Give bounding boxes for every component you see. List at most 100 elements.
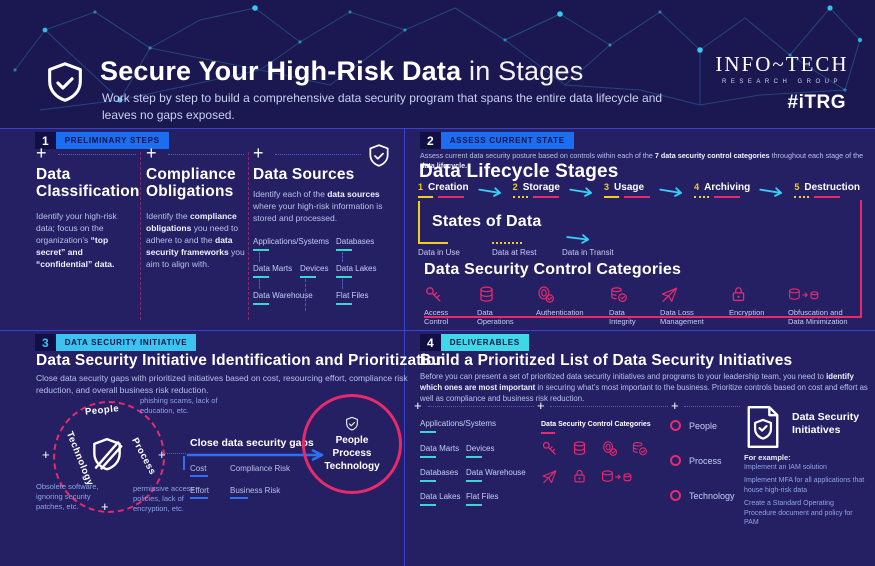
stage-number: 3 bbox=[604, 182, 610, 192]
lock-icon bbox=[729, 285, 748, 304]
pink-connector-vertical bbox=[860, 200, 862, 318]
assess-intro: Assess current data security posture bas… bbox=[420, 151, 864, 171]
people-process-technology-wheel bbox=[53, 401, 165, 513]
brand-subtitle: RESEARCH GROUP bbox=[721, 79, 842, 85]
database-icon bbox=[571, 440, 588, 457]
stage-archiving: 4 Archiving bbox=[694, 182, 750, 198]
card-body: Identify the compliance obligations you … bbox=[146, 211, 245, 270]
dotted-line bbox=[684, 406, 740, 407]
data-source-item: Databases bbox=[420, 468, 458, 482]
divider-vertical bbox=[404, 128, 405, 566]
data-source-item: Data Lakes bbox=[420, 492, 460, 506]
data-source-item: Applications/Systems bbox=[420, 419, 496, 433]
data-loss-icon bbox=[541, 468, 558, 485]
data-source-item: Applications/Systems bbox=[253, 237, 329, 251]
lock-icon bbox=[571, 468, 588, 485]
deliverables-body: Before you can present a set of prioriti… bbox=[420, 372, 868, 404]
header: Secure Your High-Risk Data in Stages Wor… bbox=[0, 0, 875, 128]
factor-cost: Cost bbox=[190, 464, 208, 477]
ring-bullet-icon bbox=[670, 455, 681, 466]
plus-mark: + bbox=[42, 447, 50, 462]
lifecycle-title: Data Lifecycle Stages bbox=[419, 161, 619, 182]
stage-state-mark bbox=[512, 196, 528, 198]
plus-mark: + bbox=[101, 499, 109, 514]
plus-mark: + bbox=[537, 398, 545, 413]
category-authentication: Authentication bbox=[536, 285, 598, 317]
ring-bullet-icon bbox=[670, 490, 681, 501]
initiative-title: Data Security Initiative Identification … bbox=[36, 352, 446, 369]
obfuscation-icon bbox=[788, 285, 820, 304]
stage-number: 1 bbox=[418, 182, 424, 192]
bullet-people: People bbox=[670, 420, 717, 431]
stage-usage: 3 Usage bbox=[604, 182, 651, 198]
dashed-separator bbox=[140, 152, 141, 320]
state-marker bbox=[492, 240, 536, 244]
network-pattern bbox=[13, 5, 863, 111]
data-source-item: Devices bbox=[466, 444, 494, 458]
category-icon-row bbox=[541, 468, 633, 485]
key-icon bbox=[424, 285, 443, 304]
arrow-right-icon bbox=[658, 184, 685, 199]
example-item: Create a Standard Operating Procedure do… bbox=[744, 500, 853, 527]
data-loss-icon bbox=[660, 285, 679, 304]
control-categories-title: Data Security Control Categories bbox=[424, 261, 682, 278]
plus-mark: + bbox=[253, 143, 264, 163]
state-data-at-rest: Data at Rest bbox=[492, 240, 536, 257]
bullet-process: Process bbox=[670, 455, 722, 466]
dotted-line bbox=[58, 154, 136, 155]
dashed-connector bbox=[305, 279, 306, 311]
database-icon bbox=[477, 285, 496, 304]
data-source-item: Flat Files bbox=[466, 492, 498, 506]
fingerprint-check-icon bbox=[601, 440, 618, 457]
obfuscation-icon bbox=[601, 468, 633, 485]
goal-line: Process bbox=[332, 447, 372, 459]
badge-data-security-initiative: 3 DATA SECURITY INITIATIVE bbox=[35, 334, 197, 351]
fingerprint-check-icon bbox=[536, 285, 555, 304]
stage-underline bbox=[624, 196, 651, 198]
state-marker bbox=[562, 234, 614, 244]
annotation-obsolete-software: Obsolete software, ignoring security pat… bbox=[36, 482, 99, 512]
shield-slash-icon bbox=[88, 436, 126, 474]
arrow-right-icon bbox=[568, 184, 595, 199]
stage-underline bbox=[714, 196, 741, 198]
data-source-item: Data Warehouse bbox=[466, 468, 526, 482]
badge-label: PRELIMINARY STEPS bbox=[55, 132, 169, 149]
badge-label: DATA SECURITY INITIATIVE bbox=[55, 334, 197, 351]
deliverable-title: Data Security Initiatives bbox=[792, 411, 860, 437]
factor-business-risk: Business Risk bbox=[230, 486, 280, 499]
plus-mark: + bbox=[414, 398, 422, 413]
badge-label: ASSESS CURRENT STATE bbox=[440, 132, 574, 149]
initiative-body: Close data security gaps with prioritize… bbox=[36, 373, 408, 396]
stage-number: 5 bbox=[794, 182, 800, 192]
stage-state-mark bbox=[604, 196, 620, 198]
category-encryption: Encryption bbox=[729, 285, 777, 317]
bullet-technology: Technology bbox=[670, 490, 735, 501]
card-body: Identify your high-risk data; focus on t… bbox=[36, 211, 117, 270]
card-body: Identify each of the data sources where … bbox=[253, 189, 383, 224]
categories-title-small: Data Security Control Categories bbox=[541, 421, 651, 428]
brand-tag: #iTRG bbox=[787, 92, 846, 113]
data-source-item: Data Warehouse bbox=[253, 291, 313, 305]
badge-number: 2 bbox=[420, 132, 441, 149]
card-title-data-sources: Data Sources bbox=[253, 166, 355, 183]
pink-connector-horizontal bbox=[424, 316, 862, 318]
badge-number: 1 bbox=[35, 132, 56, 149]
stage-name: Archiving bbox=[704, 182, 751, 193]
divider-horizontal-top bbox=[0, 128, 875, 129]
annotation-phishing: phishing scams, lack of education, etc. bbox=[140, 396, 218, 416]
data-source-item: Data Marts bbox=[420, 444, 459, 458]
stage-state-mark bbox=[694, 196, 710, 198]
stage-destruction: 5 Destruction bbox=[794, 182, 860, 198]
factor-effort: Effort bbox=[190, 486, 209, 499]
blue-bracket bbox=[183, 456, 185, 470]
category-data-loss-management: Data Loss Management bbox=[660, 285, 718, 327]
category-data-integrity: Data Integrity bbox=[609, 285, 649, 327]
stage-name: Usage bbox=[614, 182, 645, 193]
example-item: Implement MFA for all applications that … bbox=[744, 477, 865, 494]
plus-mark: + bbox=[36, 143, 47, 163]
lifecycle-stages: 1 Creation 2 Storage 3 Usage 4 Archiving 5 De… bbox=[418, 182, 860, 198]
plus-mark: + bbox=[146, 143, 157, 163]
dotted-line bbox=[550, 406, 668, 407]
ring-bullet-icon bbox=[670, 420, 681, 431]
data-source-item: Data Lakes bbox=[336, 264, 376, 278]
